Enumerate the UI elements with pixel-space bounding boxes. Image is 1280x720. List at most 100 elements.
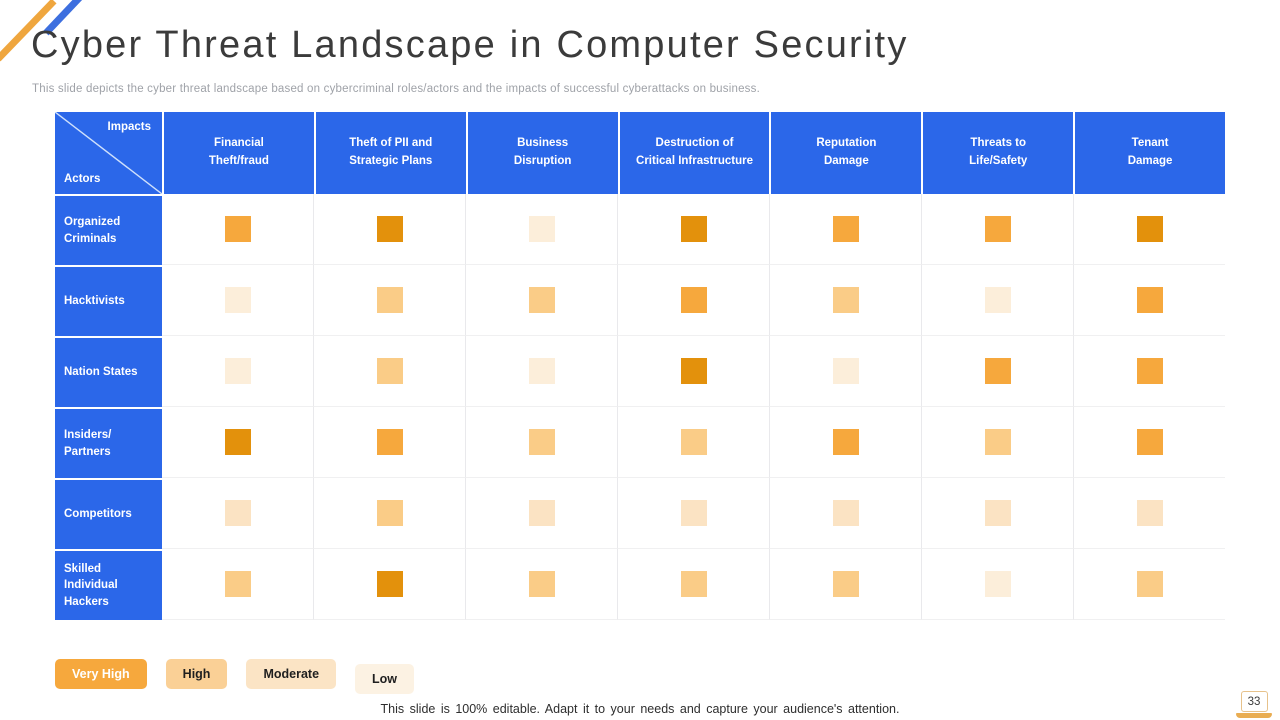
legend-chip-high: High [165,659,228,689]
matrix-column-header: Reputation Damage [769,112,922,194]
matrix-cell [1073,194,1225,265]
matrix-row: Competitors [55,478,1225,549]
matrix-cell [465,407,617,478]
severity-square-level-1 [832,358,859,384]
severity-square-level-3 [984,429,1011,455]
page-number: 33 [1240,691,1268,712]
severity-square-level-4 [1136,287,1163,313]
matrix-cell [313,478,465,549]
matrix-cell [617,478,769,549]
severity-square-level-4 [832,216,859,242]
page-title: Cyber Threat Landscape in Computer Secur… [31,24,909,66]
severity-square-level-3 [832,571,859,597]
matrix-cell [1073,336,1225,407]
severity-square-level-2 [680,500,707,526]
severity-square-level-3 [832,287,859,313]
threat-matrix: Impacts Actors Financial Theft/fraud Thef… [55,112,1226,620]
matrix-actor-label: Insiders/ Partners [55,407,162,478]
matrix-row: Skilled Individual Hackers [55,549,1225,620]
severity-square-level-2 [224,500,251,526]
matrix-actor-label: Skilled Individual Hackers [55,549,162,620]
matrix-cell [465,194,617,265]
severity-square-level-5 [680,216,707,242]
severity-square-level-2 [832,500,859,526]
matrix-cell [921,336,1073,407]
severity-square-level-1 [528,358,555,384]
matrix-cell [162,336,313,407]
matrix-cell [313,194,465,265]
matrix-cell [617,407,769,478]
matrix-cell [617,336,769,407]
matrix-corner-cell: Impacts Actors [55,112,162,194]
severity-square-level-2 [984,500,1011,526]
matrix-cell [769,265,921,336]
severity-square-level-1 [528,216,555,242]
matrix-column-header: Financial Theft/fraud [162,112,314,194]
severity-square-level-5 [376,571,403,597]
severity-square-level-3 [528,287,555,313]
matrix-row: Nation States [55,336,1225,407]
matrix-cell [921,194,1073,265]
matrix-cell [313,336,465,407]
matrix-cell [313,407,465,478]
severity-square-level-5 [1136,216,1163,242]
matrix-cell [313,265,465,336]
severity-square-level-5 [224,429,251,455]
matrix-cell [162,478,313,549]
matrix-actor-label: Hacktivists [55,265,162,336]
severity-square-level-4 [984,216,1011,242]
legend-chip-moderate: Moderate [246,659,337,689]
severity-square-level-1 [984,287,1011,313]
severity-square-level-4 [984,358,1011,384]
severity-square-level-3 [376,287,403,313]
severity-square-level-1 [224,287,251,313]
matrix-column-header: Tenant Damage [1073,112,1226,194]
legend-chip-very-high: Very High [55,659,147,689]
matrix-actor-label: Nation States [55,336,162,407]
matrix-column-header: Theft of PII and Strategic Plans [313,112,466,194]
matrix-cell [769,194,921,265]
severity-square-level-3 [224,571,251,597]
legend-chip-low: Low [355,664,415,694]
matrix-cell [162,194,313,265]
severity-square-level-5 [680,358,707,384]
severity-square-level-1 [984,571,1011,597]
matrix-cell [1073,407,1225,478]
decor-orange-stripe [0,0,57,62]
matrix-header-row: Impacts Actors Financial Theft/fraud Thef… [55,112,1226,194]
matrix-cell [313,549,465,620]
matrix-cell [162,407,313,478]
laptop-base [1236,713,1272,718]
matrix-cell [1073,549,1225,620]
severity-square-level-3 [376,500,403,526]
severity-legend: Very High High Moderate Low [55,659,433,694]
matrix-cell [921,549,1073,620]
matrix-cell [769,336,921,407]
matrix-actor-label: Organized Criminals [55,194,162,265]
severity-square-level-3 [376,358,403,384]
matrix-cell [769,549,921,620]
severity-square-level-1 [224,358,251,384]
matrix-cell [769,407,921,478]
severity-square-level-4 [224,216,251,242]
severity-square-level-3 [528,429,555,455]
matrix-cell [465,549,617,620]
corner-diagonal-line [55,112,162,194]
corner-label-impacts: Impacts [107,121,151,133]
corner-decoration [0,0,83,62]
matrix-column-header: Business Disruption [465,112,618,194]
severity-square-level-4 [1136,429,1163,455]
matrix-cell [921,407,1073,478]
severity-square-level-4 [680,287,707,313]
page-subtitle: This slide depicts the cyber threat land… [32,83,760,95]
matrix-cell [617,549,769,620]
matrix-row: Insiders/ Partners [55,407,1225,478]
matrix-cell [162,549,313,620]
severity-square-level-4 [1136,358,1163,384]
matrix-cell [1073,478,1225,549]
matrix-cell [465,265,617,336]
severity-square-level-2 [1136,500,1163,526]
matrix-row: Organized Criminals [55,194,1225,265]
matrix-column-header: Destruction of Critical Infrastructure [617,112,770,194]
